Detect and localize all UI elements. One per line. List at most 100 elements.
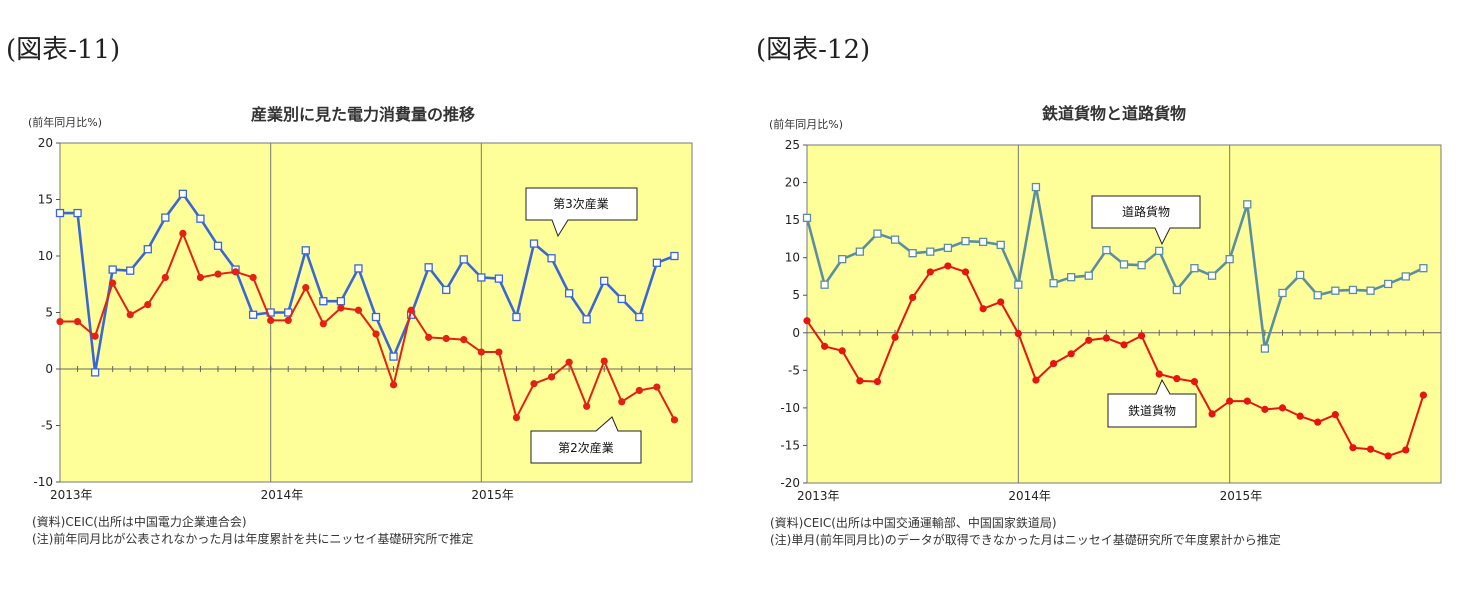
data-point: [1138, 332, 1146, 340]
data-point: [1155, 246, 1164, 256]
unit-label: (前年同月比%): [769, 117, 843, 131]
series-layer: [55, 189, 679, 424]
x-tick-label: 2013年: [50, 488, 93, 502]
data-point: [267, 316, 275, 325]
data-point: [389, 381, 398, 389]
data-point: [1049, 279, 1058, 288]
data-point: [477, 348, 485, 356]
data-point: [442, 334, 450, 343]
data-point: [73, 208, 82, 218]
y-tick-label: -20: [780, 476, 800, 490]
data-point: [547, 254, 556, 263]
y-tick-label: 5: [792, 288, 800, 302]
data-point: [926, 247, 935, 256]
data-point: [319, 297, 328, 306]
data-point: [961, 236, 970, 246]
callout-box: [1091, 195, 1201, 246]
y-tick-label: 0: [45, 362, 53, 376]
data-point: [1348, 285, 1358, 295]
data-point: [460, 336, 468, 344]
callout-box: [530, 416, 642, 464]
data-point: [565, 358, 573, 366]
data-point: [459, 255, 468, 264]
data-point: [196, 214, 205, 223]
callout-box: [1107, 378, 1197, 428]
data-point: [371, 312, 381, 322]
x-axis: 2013年 2014年 2015年: [50, 488, 514, 502]
callout-label: 第3次産業: [553, 196, 609, 211]
data-point: [803, 317, 811, 325]
data-point: [301, 246, 310, 255]
data-point: [1137, 261, 1146, 270]
data-point: [1419, 264, 1428, 273]
data-point: [856, 377, 864, 385]
data-point: [248, 310, 258, 319]
data-point: [477, 273, 486, 282]
data-point: [944, 262, 952, 270]
data-point: [1102, 246, 1111, 255]
series-layer: [802, 182, 1428, 460]
grid-lines: [60, 143, 692, 482]
data-point: [1243, 200, 1252, 209]
data-point: [1225, 255, 1234, 264]
y-axis: -10 -5 0 5 10 15 20: [33, 136, 60, 489]
data-point: [1384, 452, 1392, 460]
footnote: (注)前年同月比が公表されなかった月は年度累計を共にニッセイ基礎研究所で推定: [32, 531, 473, 546]
data-point: [126, 311, 134, 319]
data-point: [838, 347, 846, 355]
data-point: [214, 270, 222, 278]
data-point: [1366, 445, 1375, 453]
data-point: [1419, 391, 1427, 399]
data-point: [926, 268, 934, 276]
data-point: [73, 317, 82, 326]
data-point: [302, 284, 310, 292]
data-point: [213, 241, 223, 250]
x-tick-label: 2015年: [471, 488, 514, 502]
data-point: [873, 229, 882, 238]
x-tick-label: 2014年: [1008, 489, 1051, 503]
data-point: [978, 237, 988, 247]
y-tick-label: -15: [780, 438, 800, 452]
series-line: [60, 232, 676, 421]
data-point: [196, 273, 205, 282]
callout-label: 鉄道貨物: [1128, 403, 1176, 418]
data-point: [547, 373, 556, 381]
data-point: [354, 264, 363, 273]
data-point: [1243, 397, 1251, 405]
data-point: [1119, 260, 1129, 269]
data-point: [1261, 405, 1269, 413]
data-point: [1402, 446, 1410, 454]
y-tick-label: 10: [785, 251, 800, 265]
data-point: [838, 255, 847, 264]
data-point: [979, 305, 987, 313]
chart-title: 産業別に見た電力消費量の推移: [251, 105, 475, 124]
data-point: [1155, 370, 1163, 378]
data-point: [494, 274, 504, 283]
data-point: [873, 378, 882, 386]
data-point: [996, 240, 1005, 250]
y-tick-label: 20: [38, 136, 53, 150]
data-point: [564, 289, 574, 298]
chart-freight-transport: 鉄道貨物と道路貨物 (前年同月比%) -20 -15 -10 -5 0 5 10 15 20 25…: [769, 104, 1442, 547]
data-point: [1278, 288, 1287, 298]
data-point: [1014, 280, 1023, 289]
source-note: (資料)CEIC(出所は中国電力企業連合会): [32, 514, 247, 529]
y-tick-label: 15: [785, 213, 800, 227]
data-point: [319, 320, 327, 328]
data-point: [354, 306, 363, 314]
chart-title: 鉄道貨物と道路貨物: [1042, 104, 1186, 123]
data-point: [1331, 411, 1339, 419]
data-point: [1173, 374, 1181, 383]
data-point: [1085, 336, 1093, 344]
data-point: [1366, 286, 1375, 295]
data-point: [820, 280, 829, 289]
data-point: [908, 249, 917, 258]
data-point: [1049, 359, 1058, 368]
data-point: [407, 306, 415, 314]
data-point: [512, 413, 521, 422]
data-point: [1067, 350, 1075, 358]
data-point: [635, 312, 644, 322]
data-point: [670, 251, 679, 261]
data-point: [1331, 286, 1340, 295]
